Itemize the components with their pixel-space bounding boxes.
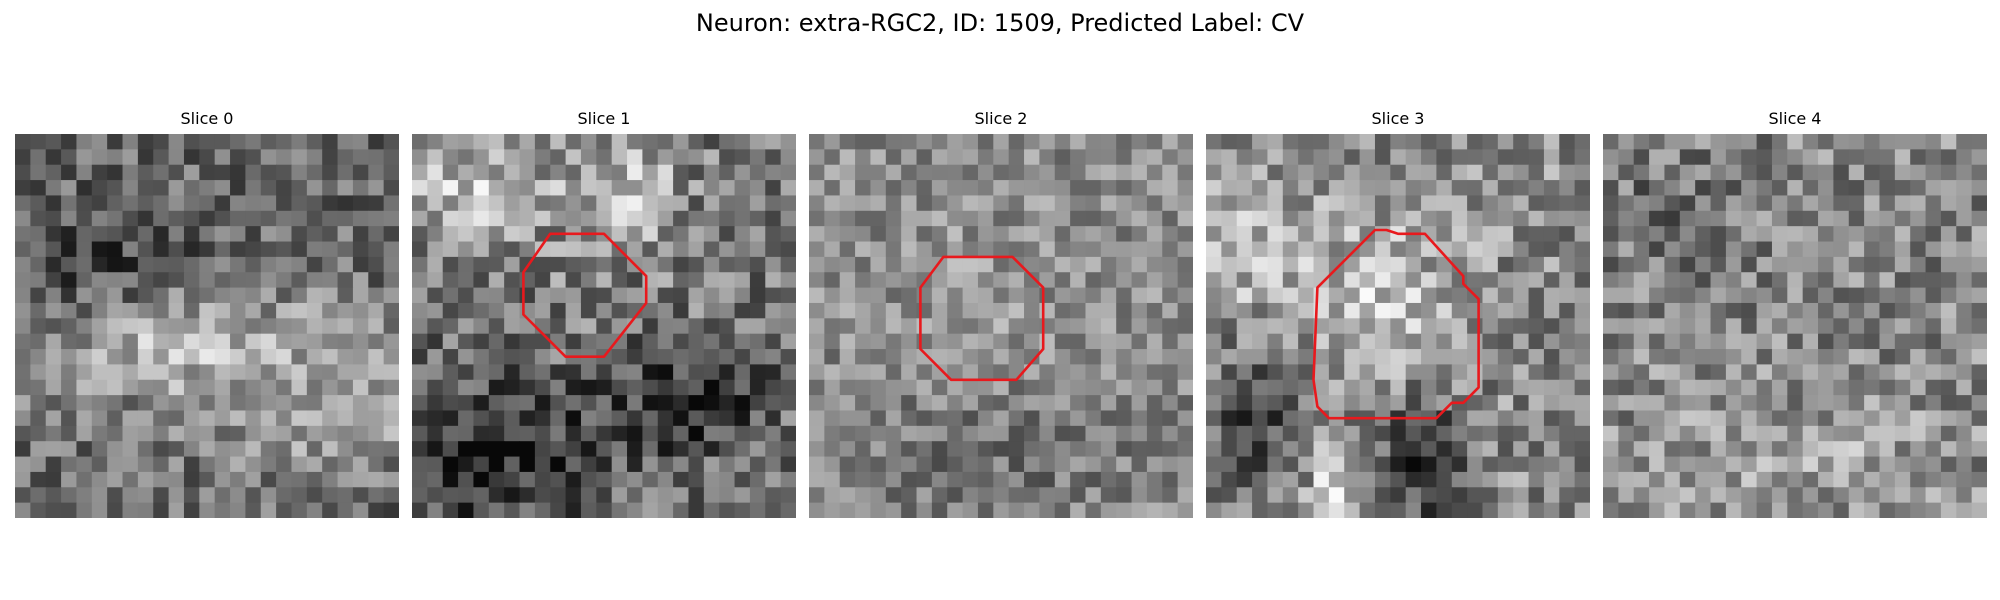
slice-image-svg xyxy=(809,134,1193,518)
slice-title: Slice 3 xyxy=(1371,109,1425,128)
slice-panel-0: Slice 0 xyxy=(15,108,399,520)
slice-panel-3: Slice 3 xyxy=(1206,108,1590,520)
slice-title: Slice 2 xyxy=(974,109,1028,128)
slice-image-svg xyxy=(412,134,796,518)
slice-title: Slice 0 xyxy=(180,109,234,128)
slice-panel-1: Slice 1 xyxy=(412,108,796,520)
slice-image xyxy=(809,134,1193,518)
slice-image-svg xyxy=(1603,134,1987,518)
slice-panel-2: Slice 2 xyxy=(809,108,1193,520)
slice-image xyxy=(1603,134,1987,518)
slice-image xyxy=(412,134,796,518)
roi-outline xyxy=(1312,228,1480,420)
slice-panel-4: Slice 4 xyxy=(1603,108,1987,520)
slice-image xyxy=(1206,134,1590,518)
slice-image-svg xyxy=(15,134,399,518)
roi-outline xyxy=(919,255,1045,382)
slice-title: Slice 4 xyxy=(1768,109,1822,128)
roi-outline xyxy=(522,232,648,358)
slice-image-svg xyxy=(1206,134,1590,518)
slice-title: Slice 1 xyxy=(577,109,631,128)
figure-title: Neuron: extra-RGC2, ID: 1509, Predicted … xyxy=(695,9,1305,37)
slice-image xyxy=(15,134,399,518)
